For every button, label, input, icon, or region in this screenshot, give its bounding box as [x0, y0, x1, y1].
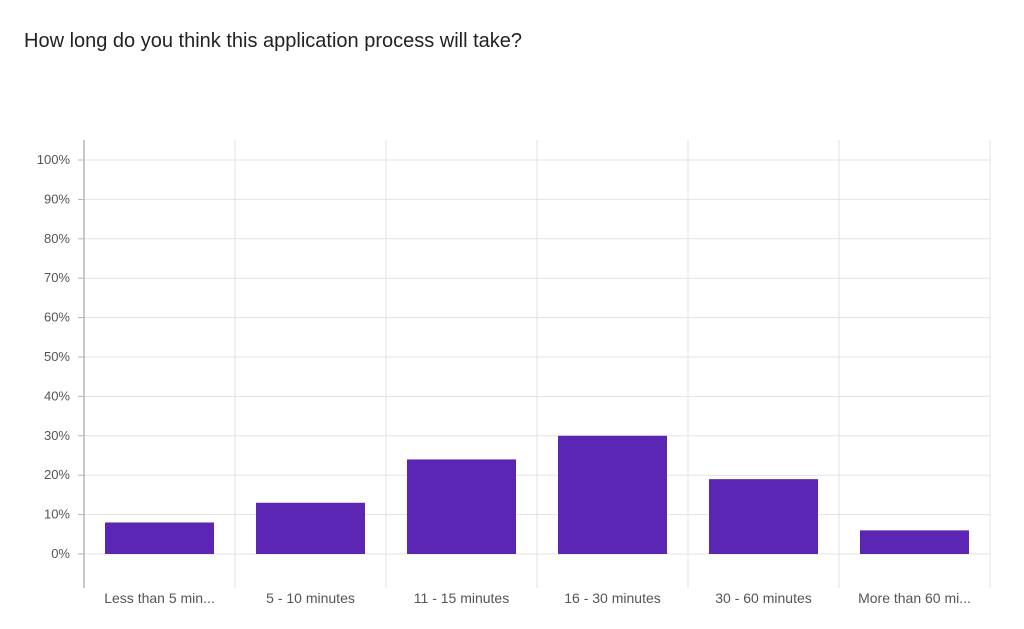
- chart-axes: [78, 140, 85, 588]
- y-tick-label: 80%: [44, 231, 70, 246]
- x-category-label: 30 - 60 minutes: [715, 590, 812, 606]
- y-tick-label: 40%: [44, 388, 70, 403]
- chart-bars: [105, 435, 969, 554]
- x-category-label: 5 - 10 minutes: [266, 590, 355, 606]
- chart-labels: 0% 10% 20% 30% 40% 50% 60% 70% 80% 90% 100% Less th…: [37, 152, 971, 606]
- y-tick-label: 70%: [44, 270, 70, 285]
- y-tick-label: 60%: [44, 310, 70, 325]
- y-tick-label: 20%: [44, 467, 70, 482]
- bar: [407, 459, 516, 554]
- bar: [105, 522, 214, 554]
- y-tick-label: 0%: [51, 546, 70, 561]
- y-tick-label: 50%: [44, 349, 70, 364]
- question-title: How long do you think this application p…: [24, 30, 523, 52]
- bar: [256, 502, 365, 554]
- x-category-label: More than 60 mi...: [858, 590, 971, 606]
- x-category-label: Less than 5 min...: [104, 590, 215, 606]
- chart-grid: [84, 140, 991, 588]
- bar: [860, 530, 969, 554]
- y-tick-label: 90%: [44, 191, 70, 206]
- y-tick-label: 30%: [44, 428, 70, 443]
- y-tick-label: 100%: [37, 152, 71, 167]
- y-tick-label: 10%: [44, 507, 70, 522]
- bar: [709, 479, 818, 554]
- bar: [558, 435, 667, 554]
- x-category-label: 11 - 15 minutes: [414, 590, 509, 606]
- x-category-label: 16 - 30 minutes: [564, 590, 661, 606]
